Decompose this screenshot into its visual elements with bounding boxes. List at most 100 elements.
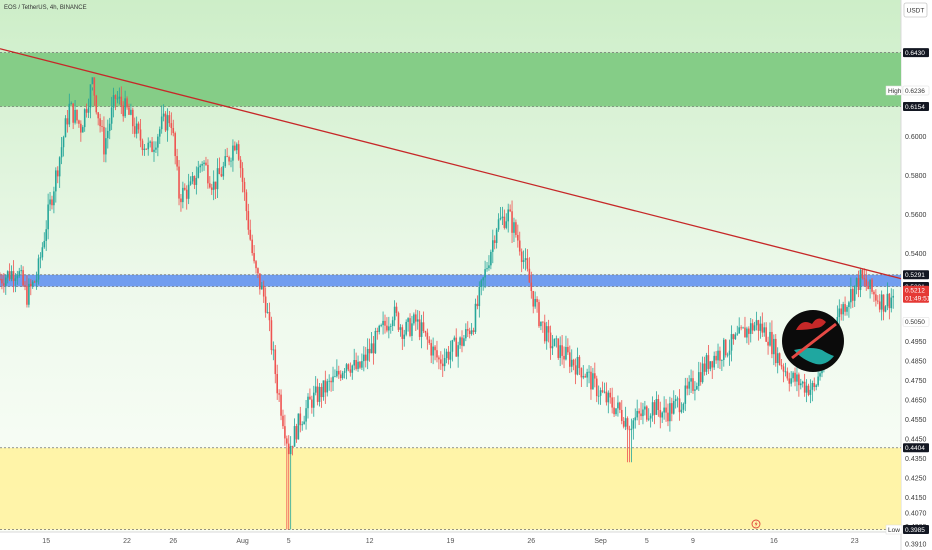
candle-body (463, 338, 465, 346)
side-label: High (888, 88, 902, 95)
candle-body (295, 426, 298, 440)
candle-body (174, 133, 176, 157)
candle-body (1, 279, 3, 284)
candle-body (143, 148, 146, 150)
candle-body (853, 285, 856, 301)
candle-body (877, 300, 879, 302)
candle-body (686, 385, 689, 389)
candle-body (734, 334, 737, 340)
candle-body (644, 406, 646, 410)
candle-body (790, 378, 792, 384)
candle-body (592, 373, 594, 390)
candle-body (588, 371, 590, 373)
candle-body (678, 398, 681, 413)
candle-body (162, 113, 165, 117)
candle-body (723, 339, 725, 361)
candle-body (338, 370, 340, 375)
lightning-icon[interactable] (751, 519, 761, 529)
candle-body (145, 148, 148, 150)
candle-body (253, 253, 255, 262)
time-tick-label: 12 (366, 538, 374, 545)
candle-body (6, 271, 9, 278)
candle-body (447, 351, 450, 360)
candle-body (4, 277, 7, 286)
candle-body (543, 322, 546, 342)
candle-body (239, 159, 242, 169)
candle-body (155, 147, 157, 150)
candle-body (297, 413, 300, 440)
candle-body (220, 174, 223, 177)
candle-body (875, 294, 877, 301)
candle-body (721, 360, 723, 361)
candle-body (299, 413, 302, 426)
price-tag-label: 0.5050 (905, 319, 925, 326)
price-tag-label: 0.4404 (905, 445, 925, 452)
time-tick-label: 5 (645, 538, 649, 545)
candle-body (765, 327, 767, 342)
price-tag-box (903, 285, 929, 303)
candle-body (153, 149, 155, 152)
price-tag-box (903, 48, 929, 58)
candle-body (719, 350, 721, 361)
candle-body (37, 258, 40, 280)
candle-body (792, 372, 794, 379)
candle-body (83, 109, 86, 128)
candle-body (235, 144, 238, 151)
candle-body (680, 409, 683, 413)
candle-body (234, 145, 236, 151)
candle-body (776, 353, 779, 364)
candle-body (261, 285, 263, 290)
price-tick-label: 0.4550 (905, 417, 927, 424)
time-axis[interactable]: 15 22 26 Aug 5 12 19 26 Sep 5 9 16 23 (42, 538, 858, 545)
candle-body (884, 306, 887, 312)
candle-body (322, 380, 325, 398)
candle-body (819, 373, 821, 377)
candle-body (130, 109, 132, 115)
candle-body (0, 278, 1, 280)
candle-body (699, 372, 702, 383)
candle-body (266, 311, 269, 313)
candle-body (51, 199, 53, 206)
candle-body (509, 209, 511, 212)
logo-red-shape (796, 318, 826, 330)
candle-body (813, 383, 816, 388)
candle-body (87, 107, 90, 113)
candle-body (241, 168, 244, 182)
price-tick-label: 0.3910 (905, 542, 927, 549)
trendline-layer (0, 48, 901, 280)
candle-body (515, 222, 517, 235)
candle-body (563, 355, 565, 360)
candle-body (599, 390, 602, 396)
candle-body (738, 327, 740, 334)
candle-body (740, 327, 742, 329)
candle-body (309, 396, 311, 400)
candle-body (133, 126, 136, 134)
time-tick-label: Sep (594, 538, 607, 545)
candle-body (416, 319, 419, 322)
candle-body (547, 326, 550, 333)
candle-body (388, 326, 390, 331)
candle-body (10, 271, 13, 280)
candle-body (759, 323, 762, 331)
candle-body (542, 321, 544, 323)
candle-body (199, 165, 201, 168)
candle-body (245, 192, 248, 212)
candle-body (124, 98, 126, 117)
currency-button[interactable]: USDT (903, 2, 928, 18)
candle-body (513, 222, 515, 233)
candle-body (443, 358, 446, 367)
price-axis[interactable]: 0.6000 0.5800 0.5600 0.5400 0.4950 0.4850 0.47… (885, 48, 931, 549)
candle-body (89, 84, 92, 108)
candle-body (567, 346, 569, 353)
candle-body (257, 268, 259, 274)
candle-body (582, 376, 585, 378)
candle-body (378, 325, 381, 332)
candle-body (16, 275, 19, 279)
candle-body (68, 103, 71, 125)
candle-body (703, 363, 706, 372)
candle-body (187, 184, 190, 199)
candle-body (151, 141, 153, 152)
candle-body (180, 198, 182, 203)
candle-body (58, 157, 61, 177)
